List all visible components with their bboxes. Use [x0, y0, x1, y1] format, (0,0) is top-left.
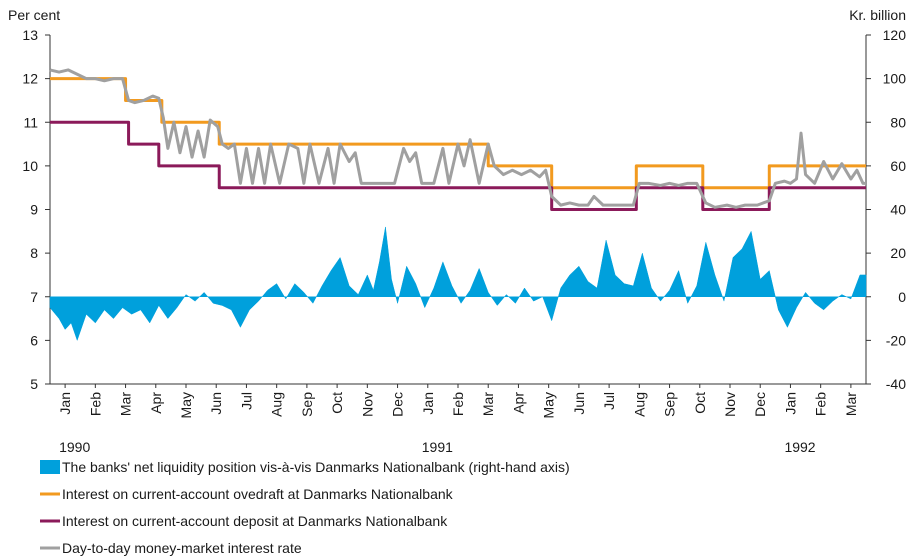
- x-tick-label: Oct: [329, 392, 345, 414]
- x-tick-label: Jun: [208, 392, 224, 415]
- legend-label: Interest on current-account ovedraft at …: [62, 486, 454, 502]
- x-tick-label: Jun: [571, 392, 587, 415]
- y2-tick-label: -40: [886, 376, 906, 392]
- y2-axis-label: Kr. billion: [849, 7, 906, 23]
- y2-tick-label: 40: [890, 202, 906, 218]
- x-tick-label: Mar: [843, 392, 859, 416]
- x-tick-label: Jan: [57, 392, 73, 415]
- x-tick-label: Sep: [662, 392, 678, 417]
- y2-tick-label: 100: [883, 71, 907, 87]
- y-tick-label: 7: [30, 289, 38, 305]
- x-tick-label: May: [178, 392, 194, 418]
- x-tick-label: Sep: [299, 392, 315, 417]
- y2-tick-label: 80: [890, 114, 906, 130]
- x-tick-label: Jul: [601, 392, 617, 410]
- x-tick-label: Dec: [390, 392, 406, 417]
- year-label: 1991: [422, 439, 453, 455]
- y-tick-label: 5: [30, 376, 38, 392]
- x-tick-label: Feb: [87, 392, 103, 416]
- x-tick-label: May: [541, 392, 557, 418]
- x-tick-label: Apr: [510, 392, 526, 414]
- x-tick-label: Nov: [359, 392, 375, 417]
- x-tick-label: Nov: [722, 392, 738, 417]
- x-tick-label: Dec: [752, 392, 768, 417]
- y2-tick-label: 20: [890, 245, 906, 261]
- x-tick-label: Jan: [782, 392, 798, 415]
- x-tick-label: Mar: [118, 392, 134, 416]
- y-tick-label: 9: [30, 202, 38, 218]
- legend-label: Interest on current-account deposit at D…: [62, 513, 448, 529]
- x-tick-label: Feb: [450, 392, 466, 416]
- series-line: [50, 120, 866, 211]
- y2-tick-label: -20: [886, 332, 906, 348]
- legend-label: The banks' net liquidity position vis-à-…: [62, 459, 570, 475]
- y-tick-label: 10: [22, 158, 38, 174]
- y-axis-label: Per cent: [8, 7, 60, 23]
- series-line: [49, 68, 866, 209]
- year-label: 1990: [59, 439, 90, 455]
- x-tick-label: Feb: [813, 392, 829, 416]
- y-tick-label: 8: [30, 245, 38, 261]
- legend-label: Day-to-day money-market interest rate: [62, 540, 302, 556]
- x-tick-label: Oct: [692, 392, 708, 414]
- y-tick-label: 13: [22, 27, 38, 43]
- x-tick-label: Apr: [148, 392, 164, 414]
- x-tick-label: Aug: [269, 392, 285, 417]
- year-label: 1992: [784, 439, 815, 455]
- x-tick-label: Jul: [238, 392, 254, 410]
- x-tick-label: Aug: [631, 392, 647, 417]
- y2-tick-label: 120: [883, 27, 907, 43]
- y-tick-label: 12: [22, 71, 38, 87]
- liquidity-area: [49, 226, 867, 342]
- x-tick-label: Jan: [420, 392, 436, 415]
- y2-tick-label: 0: [898, 289, 906, 305]
- y-tick-label: 11: [23, 114, 38, 130]
- legend-swatch: [40, 460, 60, 474]
- series-line: [50, 77, 866, 190]
- x-tick-label: Mar: [480, 392, 496, 416]
- y2-tick-label: 60: [890, 158, 906, 174]
- y-tick-label: 6: [30, 332, 38, 348]
